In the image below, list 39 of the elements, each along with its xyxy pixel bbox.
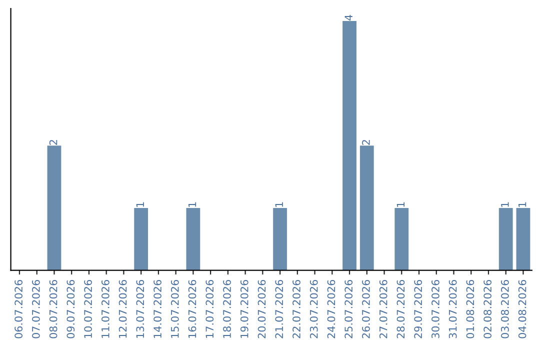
data-label: 1: [188, 202, 196, 207]
x-tick-label: 27.07.2026: [379, 280, 388, 338]
x-tick-label: 02.08.2026: [484, 280, 492, 338]
x-tick-label: 10.07.2026: [84, 280, 92, 338]
data-label: 1: [275, 202, 283, 207]
x-tick-label: 12.07.2026: [118, 280, 127, 338]
x-tick-label: 15.07.2026: [170, 280, 179, 338]
x-tick-label: 20.07.2026: [258, 280, 266, 338]
data-label: 1: [396, 202, 404, 207]
x-tick-label: 07.07.2026: [32, 280, 40, 338]
x-tick-label: 23.07.2026: [310, 280, 318, 338]
x-tick-label: 29.07.2026: [414, 280, 422, 338]
x-tick-label: 09.07.2026: [66, 280, 75, 338]
data-label: 2: [49, 140, 58, 145]
x-tick-label: 08.07.2026: [49, 280, 58, 338]
x-tick-label: 14.07.2026: [154, 280, 162, 338]
data-label: 1: [518, 202, 526, 207]
x-tick-label: 25.07.2026: [344, 280, 353, 338]
x-tick-label: 26.07.2026: [362, 280, 370, 338]
x-tick-label: 06.07.2026: [14, 280, 23, 338]
x-tick-label: 19.07.2026: [240, 280, 248, 338]
data-label: 2: [362, 140, 370, 145]
data-label: 4: [344, 14, 352, 20]
x-tick-label: 31.07.2026: [448, 280, 457, 338]
x-tick-label: 22.07.2026: [292, 280, 300, 338]
x-tick-label: 03.08.2026: [500, 280, 509, 338]
x-tick-label: 30.07.2026: [432, 280, 440, 338]
x-tick-label: 28.07.2026: [396, 280, 405, 338]
x-tick-label: 17.07.2026: [206, 280, 214, 338]
x-tick-label: 21.07.2026: [275, 280, 284, 338]
x-tick-label: 16.07.2026: [188, 280, 196, 338]
x-tick-label: 01.08.2026: [466, 280, 474, 338]
x-tick-label: 04.08.2026: [518, 280, 526, 338]
x-tick-label: 13.07.2026: [136, 280, 144, 338]
x-tick-label: 18.07.2026: [223, 280, 231, 338]
x-tick-label: 11.07.2026: [101, 280, 110, 338]
data-label: 1: [136, 202, 144, 207]
data-label: 1: [501, 202, 509, 207]
x-tick-label: 24.07.2026: [327, 280, 336, 338]
